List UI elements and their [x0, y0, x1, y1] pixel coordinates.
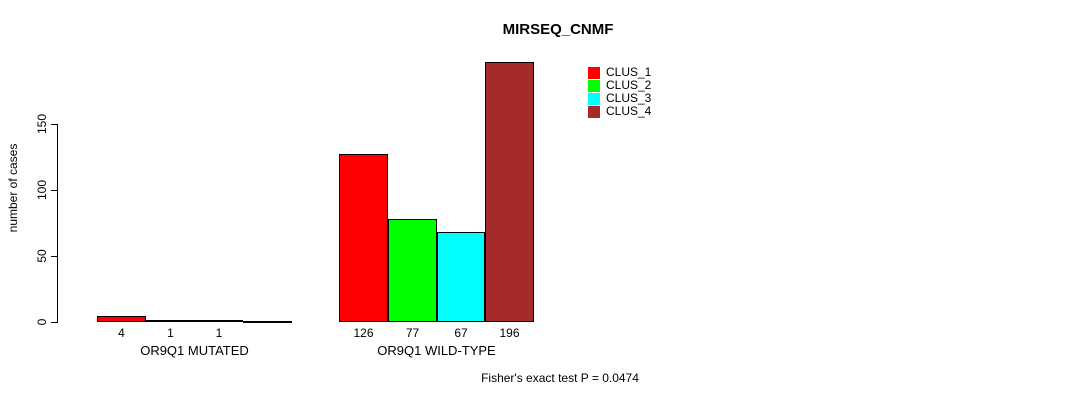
bar — [485, 62, 534, 322]
y-tick-label: 150 — [35, 113, 49, 135]
y-tick-label: 50 — [35, 249, 49, 263]
y-axis-line — [57, 124, 58, 323]
chart-title: MIRSEQ_CNMF — [502, 21, 614, 38]
legend-swatch-clus_2 — [588, 79, 600, 92]
y-tick — [51, 322, 57, 323]
bar-count-label: 4 — [118, 326, 125, 340]
legend-label: CLUS_2 — [606, 78, 652, 92]
bar — [146, 320, 195, 322]
y-tick — [51, 190, 57, 191]
legend-swatch-clus_3 — [588, 92, 600, 105]
legend-label: CLUS_1 — [606, 65, 652, 79]
legend-swatch-clus_4 — [588, 105, 600, 118]
bar-count-label: 77 — [405, 326, 420, 340]
bar-count-label: 126 — [353, 326, 374, 340]
legend-row: CLUS_3 — [588, 92, 651, 105]
y-tick — [51, 256, 57, 257]
bar-count-label: 1 — [167, 326, 174, 340]
legend-row: CLUS_4 — [588, 105, 651, 118]
bar — [97, 316, 146, 322]
bar-count-label: 1 — [215, 326, 223, 340]
bar — [437, 232, 485, 322]
group-label: OR9Q1 WILD-TYPE — [377, 343, 496, 358]
y-tick — [51, 124, 57, 125]
legend-label: CLUS_4 — [606, 104, 652, 118]
bar — [243, 321, 292, 323]
y-tick-label: 0 — [35, 318, 49, 326]
bar-count-label: 67 — [454, 326, 468, 340]
bar — [339, 154, 388, 322]
legend: CLUS_1 CLUS_2 CLUS_3 CLUS_4 — [588, 66, 651, 118]
legend-row: CLUS_1 — [588, 66, 651, 79]
legend-row: CLUS_2 — [588, 79, 651, 92]
legend-label: CLUS_3 — [606, 91, 652, 105]
bar — [388, 219, 437, 322]
bar-count-label: 196 — [499, 326, 520, 340]
fisher-test-annotation: Fisher's exact test P = 0.0474 — [481, 371, 639, 385]
group-label: OR9Q1 MUTATED — [140, 343, 249, 358]
y-axis-label: number of cases — [6, 143, 20, 233]
legend-swatch-clus_1 — [588, 66, 600, 79]
y-tick-label: 100 — [35, 179, 49, 201]
bar — [195, 320, 243, 322]
